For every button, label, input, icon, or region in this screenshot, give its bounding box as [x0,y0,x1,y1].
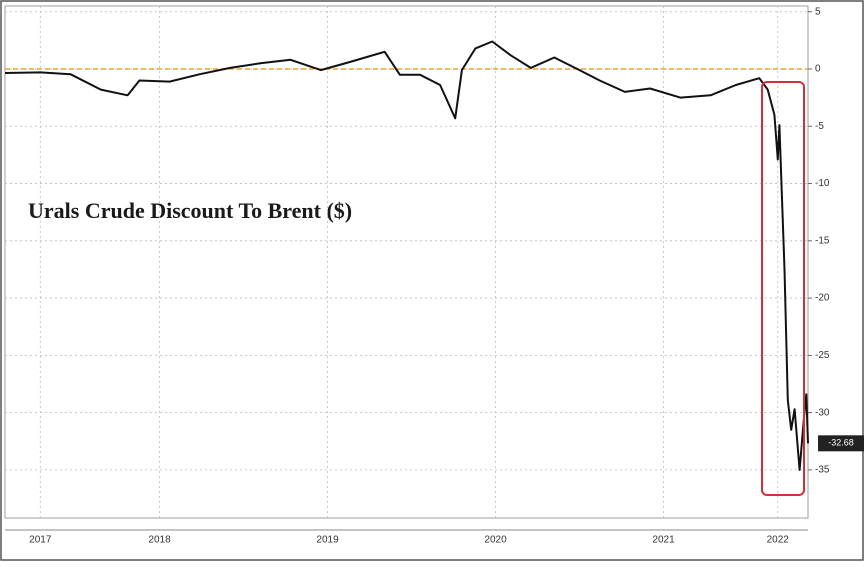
highlight-box [761,81,805,496]
x-tick-label: 2022 [767,535,790,546]
last-value-label: -32.68 [828,438,854,448]
x-tick-label: 2018 [148,535,171,546]
x-tick-label: 2019 [316,535,339,546]
y-tick-label: -35 [815,465,830,476]
plot-area [4,5,809,519]
marks: 5 0 -5 -10 -15 -20 -25 -30 -35 2017 2018 2019 2020 20… [4,6,864,546]
y-tick-label: 5 [815,6,821,17]
y-tick-label: -15 [815,235,830,246]
last-value-box [818,435,864,452]
x-tick-label: 2021 [652,535,675,546]
y-tick-label: -5 [815,121,824,132]
chart-title: Urals Crude Discount To Brent ($) [28,198,352,223]
y-tick-label: -25 [815,350,830,361]
x-tick-label: 2017 [29,535,52,546]
y-tick-label: -20 [815,293,830,304]
y-tick-label: -30 [815,407,830,418]
line-series [4,40,809,471]
y-tick-label: 0 [815,64,821,75]
x-tick-label: 2020 [484,535,507,546]
y-tick-label: -10 [815,178,830,189]
